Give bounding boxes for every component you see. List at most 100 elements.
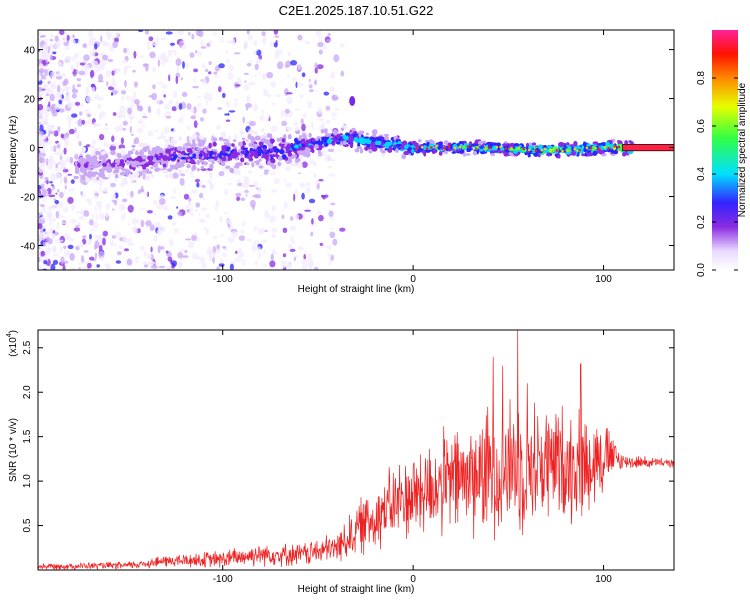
- heatmap-cell: [70, 65, 75, 72]
- heatmap-cell: [214, 65, 220, 72]
- colorbar-gradient: [712, 30, 738, 270]
- heatmap-cell: [196, 182, 200, 188]
- heatmap-cell: [120, 215, 123, 220]
- heatmap-cell: [290, 60, 298, 66]
- heatmap-cell: [46, 158, 49, 166]
- heatmap-cell: [99, 256, 105, 262]
- heatmap-cell: [185, 238, 192, 241]
- heatmap-cell: [106, 162, 110, 167]
- heatmap-cell: [113, 168, 120, 174]
- heatmap-cell: [79, 111, 83, 116]
- heatmap-cell: [531, 142, 537, 146]
- heatmap-cell: [190, 213, 195, 216]
- heatmap-cell: [295, 140, 301, 145]
- heatmap-cell: [295, 147, 301, 151]
- heatmap-cell: [287, 157, 292, 164]
- heatmap-cell: [102, 54, 109, 61]
- heatmap-cell: [157, 245, 161, 254]
- colorbar-tick-label: 0.0: [696, 263, 707, 277]
- heatmap-cell: [112, 208, 115, 211]
- heatmap-cell: [253, 240, 260, 245]
- heatmap-cell: [126, 157, 132, 161]
- heatmap-cell: [73, 53, 78, 60]
- heatmap-cell: [328, 210, 334, 217]
- heatmap-cell: [253, 226, 258, 231]
- heatmap-cell: [248, 170, 253, 174]
- heatmap-cell: [325, 133, 330, 138]
- heatmap-cell: [63, 147, 67, 155]
- heatmap-cell: [62, 87, 69, 92]
- heatmap-cell: [308, 84, 313, 89]
- heatmap-cell: [353, 136, 359, 142]
- heatmap-cell: [527, 153, 531, 158]
- heatmap-cell: [96, 200, 103, 208]
- heatmap-cell: [387, 149, 393, 153]
- heatmap-cell: [269, 171, 277, 176]
- heatmap-cell: [330, 227, 334, 230]
- heatmap-cell: [248, 120, 256, 127]
- heatmap-cell: [128, 223, 131, 226]
- heatmap-cell: [177, 211, 183, 216]
- heatmap-cell: [104, 62, 108, 65]
- heatmap-cell: [304, 209, 312, 212]
- heatmap-cell: [157, 136, 162, 140]
- heatmap-cell: [339, 42, 345, 48]
- heatmap-cell: [276, 165, 280, 169]
- heatmap-cell: [98, 173, 103, 178]
- heatmap-cell: [39, 124, 44, 133]
- heatmap-cell: [213, 251, 216, 258]
- heatmap-cell: [163, 113, 167, 118]
- heatmap-cell: [294, 188, 299, 194]
- heatmap-cell: [172, 172, 179, 179]
- heatmap-cell: [585, 146, 589, 150]
- heatmap-cell: [316, 64, 324, 70]
- heatmap-cell: [176, 206, 179, 209]
- heatmap-cell: [360, 134, 364, 138]
- heatmap-cell: [254, 194, 262, 199]
- heatmap-cell: [49, 227, 54, 232]
- heatmap-cell: [309, 79, 312, 86]
- heatmap-cell: [466, 145, 470, 148]
- heatmap-cell: [242, 147, 248, 151]
- heatmap-cell: [82, 235, 87, 239]
- heatmap-cell: [233, 52, 241, 55]
- heatmap-cell: [41, 235, 48, 239]
- heatmap-cell: [107, 36, 111, 40]
- heatmap-cell: [286, 96, 293, 105]
- heatmap-cell: [87, 262, 92, 269]
- heatmap-cell: [277, 156, 283, 161]
- heatmap-cell: [80, 255, 85, 263]
- heatmap-cell: [284, 88, 289, 96]
- heatmap-cell: [74, 153, 79, 160]
- heatmap-cell: [205, 68, 209, 73]
- heatmap-cell: [330, 112, 337, 117]
- heatmap-cell: [72, 58, 75, 62]
- heatmap-cell: [384, 133, 389, 137]
- heatmap-cell: [139, 175, 143, 179]
- y-tick-label: 1.0: [22, 474, 33, 488]
- heatmap-cell: [589, 146, 593, 150]
- heatmap-cell: [72, 84, 75, 92]
- heatmap-cell: [581, 153, 586, 157]
- heatmap-cell: [62, 207, 69, 213]
- heatmap-cell: [381, 153, 385, 158]
- heatmap-cell: [207, 93, 213, 102]
- heatmap-cell: [89, 233, 92, 240]
- heatmap-cell: [60, 133, 65, 139]
- heatmap-cell: [50, 163, 53, 171]
- heatmap-cell: [269, 260, 276, 268]
- heatmap-cell: [131, 217, 138, 226]
- heatmap-cell: [309, 144, 314, 150]
- heatmap-cell: [85, 95, 93, 103]
- heatmap-cell: [176, 159, 180, 163]
- heatmap-cell: [70, 179, 75, 184]
- heatmap-cell: [496, 142, 501, 147]
- heatmap-cell: [274, 51, 281, 59]
- heatmap-cell: [78, 140, 82, 147]
- heatmap-cell: [128, 114, 135, 120]
- heatmap-cell: [150, 155, 154, 160]
- heatmap-cell: [118, 153, 122, 159]
- colorbar: 0.0 0.2 0.4 0.6 0.8 Normalized spectral ampl…: [696, 30, 748, 277]
- heatmap-cell: [252, 103, 258, 112]
- heatmap-cell: [157, 56, 165, 59]
